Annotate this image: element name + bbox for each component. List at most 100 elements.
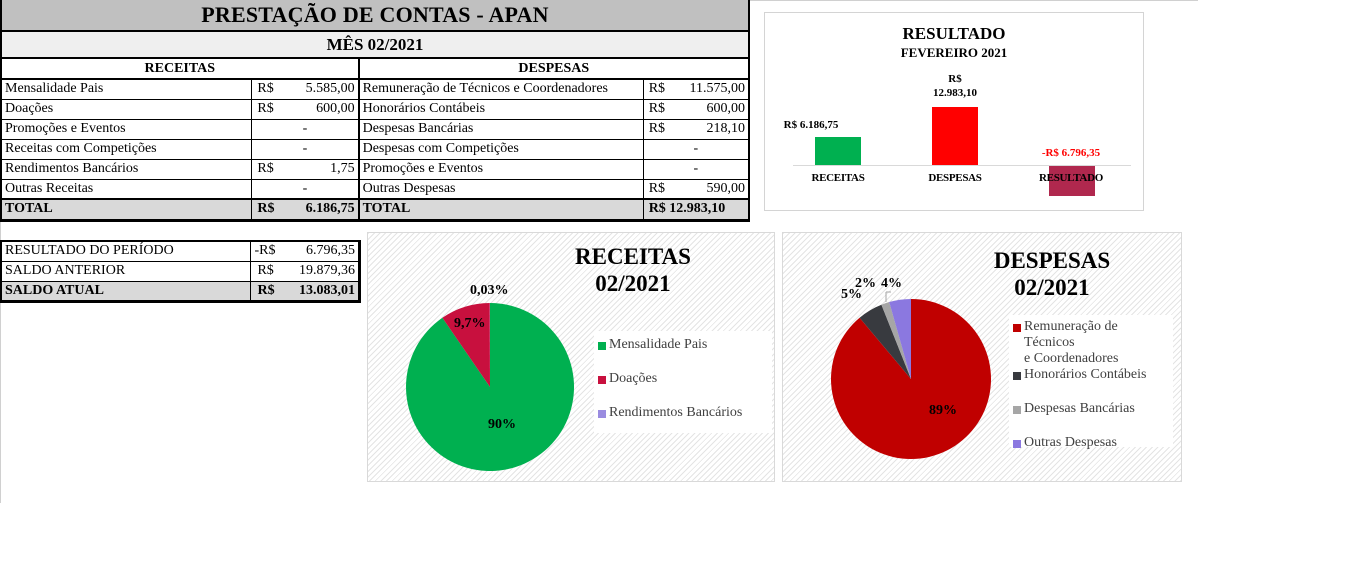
slice-mensalidade[interactable] [406, 303, 575, 471]
legend-swatch-icon [1013, 440, 1021, 448]
slice-honorarios[interactable] [859, 304, 911, 379]
bar-despesas[interactable] [932, 107, 978, 165]
despesa-value[interactable]: 600,00 [673, 98, 750, 120]
legend-swatch-icon [598, 410, 606, 418]
table-row: Outras Receitas - Outras Despesas R$ 590… [0, 178, 750, 200]
despesa-value[interactable]: - [642, 158, 750, 180]
chart-subtitle: FEVEREIRO 2021 [900, 45, 1008, 60]
summary-value[interactable]: 6.796,35 [278, 240, 361, 262]
despesa-label[interactable]: Outras Despesas [357, 178, 644, 200]
despesas-header[interactable]: DESPESAS [357, 57, 751, 80]
bar-label-despesas-line1: R$ [948, 73, 962, 85]
summary-label[interactable]: SALDO ANTERIOR [0, 260, 252, 282]
accounts-table: PRESTAÇÃO DE CONTAS - APAN MÊS 02/2021 R… [0, 0, 751, 222]
summary-label[interactable]: RESULTADO DO PERÍODO [0, 240, 252, 262]
slice-bancarias[interactable] [881, 302, 911, 379]
pie-title: RECEITAS 02/2021 [575, 244, 691, 296]
receita-value[interactable]: - [251, 138, 360, 160]
receita-currency[interactable]: R$ [251, 78, 282, 100]
receita-label[interactable]: Promoções e Eventos [0, 118, 253, 140]
receita-value[interactable]: 5.585,00 [281, 78, 360, 100]
despesa-currency[interactable]: R$ [642, 178, 674, 200]
pct-remuneracao: 89% [929, 403, 957, 418]
receita-currency[interactable]: R$ [251, 158, 282, 180]
legend-item[interactable]: Doações [598, 371, 768, 387]
legend-item[interactable]: Outras Despesas [1013, 435, 1169, 451]
receitas-pie-chart[interactable]: RECEITAS 02/2021 0,03% 9,7% 90% Mensalid… [367, 232, 775, 482]
table-row: Doações R$ 600,00 Honorários Contábeis R… [0, 98, 750, 120]
sheet-title[interactable]: PRESTAÇÃO DE CONTAS - APAN [0, 0, 750, 32]
slice-doacoes[interactable] [442, 303, 490, 387]
despesa-label[interactable]: Despesas Bancárias [357, 118, 644, 140]
despesas-pie-chart[interactable]: DESPESAS 02/2021 5% 2% 4% 89% Remuneraçã… [782, 232, 1182, 482]
summary-value[interactable]: 13.083,01 [278, 280, 361, 303]
despesa-currency[interactable]: R$ [642, 98, 674, 120]
receitas-total-label[interactable]: TOTAL [0, 198, 253, 222]
receitas-total-currency[interactable]: R$ [251, 198, 282, 222]
bar-label-receitas: R$ 6.186,75 [783, 119, 839, 131]
receita-value[interactable]: - [251, 178, 360, 200]
category-resultado: RESULTADO [1039, 172, 1103, 184]
summary-label[interactable]: SALDO ATUAL [0, 280, 252, 303]
receita-label[interactable]: Doações [0, 98, 253, 120]
legend-swatch-icon [598, 342, 606, 350]
receita-value[interactable]: 600,00 [281, 98, 360, 120]
slice-outras[interactable] [889, 298, 911, 379]
summary-row: SALDO ANTERIOR R$ 19.879,36 [0, 260, 361, 282]
legend-item[interactable]: Rendimentos Bancários [598, 405, 768, 421]
bar-label-despesas-line2: 12.983,10 [933, 87, 977, 99]
summary-value[interactable]: 19.879,36 [278, 260, 361, 282]
pct-rendimentos: 0,03% [470, 283, 509, 298]
month-label[interactable]: MÊS 02/2021 [0, 30, 750, 59]
table-row: Rendimentos Bancários R$ 1,75 Promoções … [0, 158, 750, 180]
summary-currency[interactable]: R$ [250, 260, 279, 282]
pct-bancarias: 2% [855, 276, 876, 291]
category-receitas: RECEITAS [811, 172, 865, 184]
chart-axis [793, 165, 1131, 166]
summary-table: RESULTADO DO PERÍODO -R$ 6.796,35 SALDO … [0, 240, 361, 303]
receita-label[interactable]: Mensalidade Pais [0, 78, 253, 100]
legend-item[interactable]: Despesas Bancárias [1013, 401, 1169, 417]
legend-swatch-icon [1013, 324, 1021, 332]
receitas-legend: Mensalidade Pais Doações Rendimentos Ban… [594, 331, 772, 433]
despesa-value[interactable]: 218,10 [673, 118, 750, 140]
despesas-total-value[interactable]: R$ 12.983,10 [643, 198, 750, 222]
legend-item[interactable]: Mensalidade Pais [598, 337, 768, 353]
despesa-currency[interactable]: R$ [642, 118, 674, 140]
table-row: Receitas com Competições - Despesas com … [0, 138, 750, 160]
receita-currency[interactable]: R$ [251, 98, 282, 120]
despesa-value[interactable]: - [642, 138, 750, 160]
legend-item[interactable]: Honorários Contábeis [1013, 367, 1169, 383]
receita-value[interactable]: 1,75 [281, 158, 360, 180]
sheet-gridline [748, 0, 1198, 1]
pct-honorarios: 5% [841, 287, 862, 302]
table-row: Mensalidade Pais R$ 5.585,00 Remuneração… [0, 78, 750, 100]
despesa-value[interactable]: 590,00 [673, 178, 750, 200]
receita-label[interactable]: Receitas com Competições [0, 138, 253, 160]
despesa-value[interactable]: 11.575,00 [673, 78, 750, 100]
legend-swatch-icon [1013, 372, 1021, 380]
bar-receitas[interactable] [815, 137, 861, 165]
slice-remuneracao[interactable] [831, 299, 992, 459]
summary-row: RESULTADO DO PERÍODO -R$ 6.796,35 [0, 240, 361, 262]
receita-value[interactable]: - [251, 118, 360, 140]
receitas-total-value[interactable]: 6.186,75 [281, 198, 360, 222]
category-despesas: DESPESAS [928, 172, 982, 184]
table-row: Promoções e Eventos - Despesas Bancárias… [0, 118, 750, 140]
bar-resultado[interactable] [1049, 166, 1095, 196]
despesas-total-label[interactable]: TOTAL [357, 198, 644, 222]
despesa-label[interactable]: Promoções e Eventos [357, 158, 644, 180]
despesa-currency[interactable]: R$ [642, 78, 674, 100]
total-row: TOTAL R$ 6.186,75 TOTAL R$ 12.983,10 [0, 198, 750, 222]
receita-label[interactable]: Outras Receitas [0, 178, 253, 200]
despesa-label[interactable]: Honorários Contábeis [357, 98, 644, 120]
despesa-label[interactable]: Remuneração de Técnicos e Coordenadores [357, 78, 644, 100]
despesa-label[interactable]: Despesas com Competições [357, 138, 644, 160]
resultado-bar-chart[interactable]: RESULTADO FEVEREIRO 2021 R$ 6.186,75 REC… [764, 12, 1144, 211]
receita-label[interactable]: Rendimentos Bancários [0, 158, 253, 180]
bar-label-resultado: -R$ 6.796,35 [1041, 147, 1101, 159]
receitas-header[interactable]: RECEITAS [0, 57, 360, 80]
summary-currency[interactable]: -R$ [250, 240, 279, 262]
legend-item[interactable]: Remuneração de Técnicos e Coordenadores [1013, 319, 1169, 367]
summary-currency[interactable]: R$ [250, 280, 279, 303]
